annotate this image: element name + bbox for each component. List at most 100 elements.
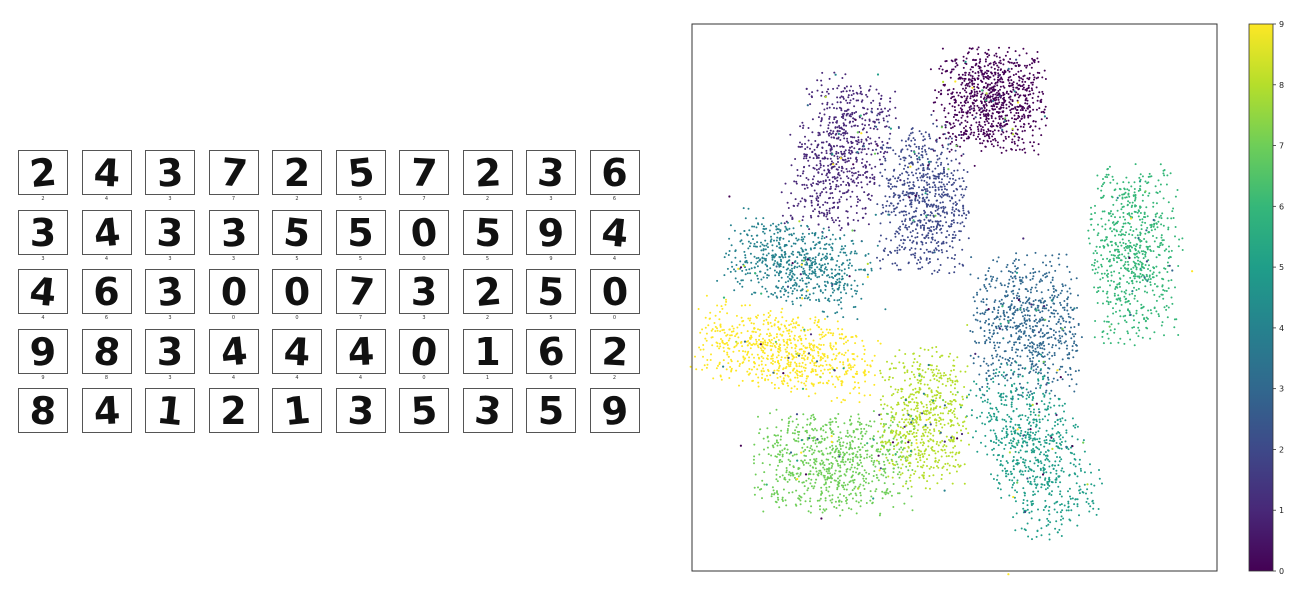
scatter-point	[1145, 273, 1148, 276]
scatter-point	[882, 206, 885, 209]
scatter-point	[847, 264, 850, 267]
scatter-point	[1018, 115, 1021, 118]
scatter-point	[1053, 439, 1056, 442]
scatter-point	[1016, 86, 1019, 89]
scatter-point	[876, 244, 879, 247]
scatter-point	[1078, 489, 1081, 492]
scatter-point	[987, 88, 990, 91]
scatter-point	[792, 253, 795, 256]
scatter-point	[1003, 284, 1006, 287]
scatter-point	[884, 308, 887, 311]
scatter-point	[1130, 206, 1133, 208]
scatter-point	[1019, 125, 1022, 128]
scatter-point	[770, 238, 773, 241]
scatter-point	[819, 162, 822, 165]
scatter-point	[857, 174, 860, 176]
scatter-point	[996, 408, 998, 411]
scatter-point	[776, 286, 779, 289]
scatter-point	[986, 453, 989, 456]
scatter-point	[988, 101, 991, 104]
scatter-point	[1043, 464, 1046, 466]
scatter-point	[1023, 116, 1026, 119]
scatter-point	[1161, 239, 1164, 242]
scatter-point	[1062, 329, 1065, 332]
scatter-point	[1100, 189, 1103, 192]
scatter-point	[1027, 86, 1030, 89]
scatter-point	[1089, 505, 1092, 508]
scatter-point	[952, 190, 955, 193]
scatter-point	[832, 87, 835, 90]
scatter-point	[838, 284, 841, 287]
scatter-point	[1086, 488, 1089, 491]
scatter-point	[861, 99, 864, 102]
scatter-point	[773, 269, 776, 272]
scatter-point	[969, 105, 972, 108]
scatter-point	[849, 252, 852, 255]
scatter-point	[1037, 440, 1040, 443]
scatter-point	[831, 233, 834, 236]
scatter-point	[1044, 391, 1047, 394]
scatter-point	[1107, 219, 1110, 222]
scatter-point	[922, 166, 925, 169]
scatter-point	[1007, 79, 1010, 82]
scatter-point	[993, 347, 996, 350]
scatter-point	[910, 139, 913, 142]
scatter-point	[761, 260, 764, 263]
scatter-point	[943, 185, 946, 188]
scatter-point	[834, 219, 837, 222]
scatter-point	[877, 118, 880, 121]
scatter-point	[838, 130, 841, 133]
scatter-point	[1005, 149, 1008, 152]
scatter-point	[1159, 190, 1161, 193]
scatter-point	[945, 241, 948, 244]
scatter-point	[784, 251, 787, 253]
scatter-point	[992, 74, 995, 77]
scatter-point	[1059, 365, 1062, 368]
scatter-point	[1125, 196, 1128, 199]
scatter-point	[1028, 421, 1031, 424]
scatter-point	[808, 93, 811, 96]
scatter-point	[1148, 172, 1151, 175]
scatter-point	[946, 175, 949, 178]
scatter-point	[756, 274, 759, 277]
scatter-point	[1141, 175, 1144, 178]
scatter-point	[855, 292, 858, 295]
scatter-point	[1019, 373, 1022, 376]
scatter-point	[887, 182, 890, 185]
scatter-point	[1017, 65, 1020, 68]
scatter-point	[952, 237, 955, 239]
scatter-point	[843, 137, 846, 140]
scatter-point	[965, 91, 968, 94]
scatter-point	[1059, 326, 1062, 329]
scatter-point	[908, 187, 911, 190]
scatter-point	[1003, 124, 1006, 127]
scatter-point	[1007, 473, 1010, 476]
scatter-point	[1059, 420, 1062, 423]
scatter-point	[1009, 98, 1012, 101]
scatter-point	[870, 194, 873, 197]
scatter-point	[1027, 470, 1030, 473]
scatter-point	[894, 177, 897, 180]
scatter-point	[928, 227, 931, 230]
scatter-point	[979, 364, 982, 367]
scatter-point	[1028, 301, 1031, 304]
scatter-point	[991, 335, 994, 338]
scatter-point	[786, 221, 789, 224]
scatter-point	[943, 133, 946, 135]
scatter-point	[1041, 375, 1044, 378]
scatter-point	[908, 248, 911, 251]
scatter-point	[879, 222, 882, 225]
scatter-point	[1076, 498, 1079, 501]
scatter-point	[1069, 292, 1072, 295]
scatter-point	[800, 254, 803, 257]
scatter-point	[942, 207, 945, 210]
scatter-point	[1023, 310, 1026, 312]
scatter-point	[804, 148, 807, 150]
scatter-point	[1012, 307, 1015, 310]
scatter-point	[840, 269, 843, 272]
scatter-point	[1000, 133, 1003, 136]
scatter-point	[1079, 488, 1082, 491]
scatter-point	[723, 256, 726, 259]
scatter-point	[1109, 301, 1112, 303]
scatter-point	[868, 119, 871, 122]
